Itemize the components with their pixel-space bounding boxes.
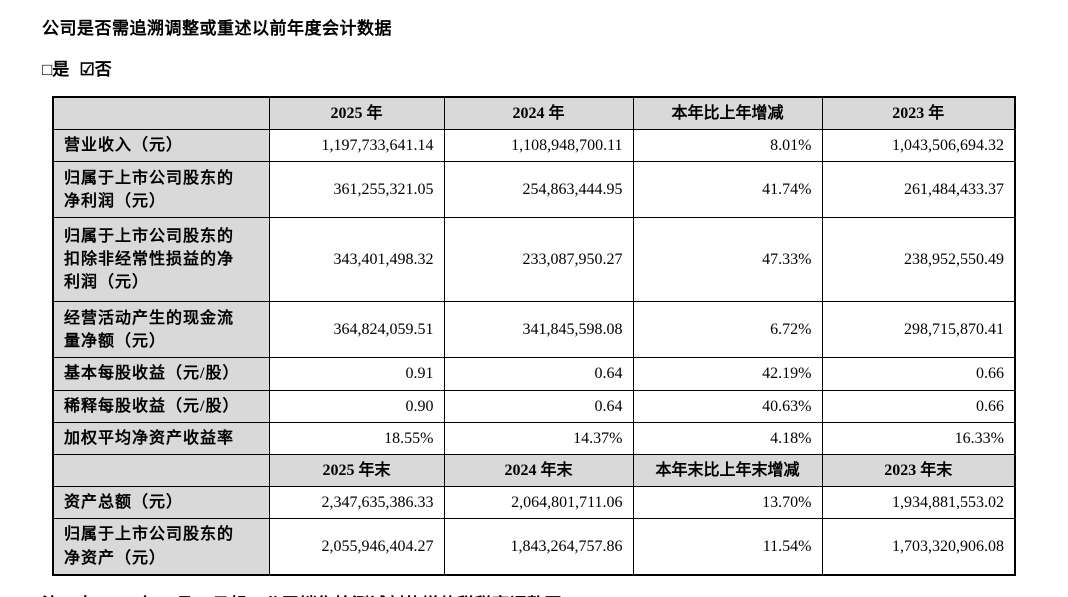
row-label: 营业收入（元） bbox=[52, 129, 270, 163]
checkbox-no-option: ☑否 bbox=[79, 60, 112, 79]
table-row-weighted-avg-roe: 加权平均净资产收益率 18.55% 14.37% 4.18% 16.33% bbox=[52, 421, 1016, 455]
cell-value: 1,108,948,700.11 bbox=[443, 129, 634, 163]
cell-value: 261,484,433.37 bbox=[821, 161, 1016, 219]
cell-value: 42.19% bbox=[632, 357, 823, 391]
header-2025-yearend: 2025 年末 bbox=[268, 453, 445, 488]
cell-value: 238,952,550.49 bbox=[821, 217, 1016, 303]
cell-value: 233,087,950.27 bbox=[443, 217, 634, 303]
cell-value: 0.64 bbox=[443, 389, 634, 423]
table-row-diluted-eps: 稀释每股收益（元/股） 0.90 0.64 40.63% 0.66 bbox=[52, 389, 1016, 423]
cell-value: 14.37% bbox=[443, 421, 634, 455]
cell-value: 13.70% bbox=[632, 486, 823, 520]
header-2024: 2024 年 bbox=[443, 96, 634, 131]
row-label: 稀释每股收益（元/股） bbox=[52, 389, 270, 423]
yearend-header-row: 2025 年末 2024 年末 本年末比上年末增减 2023 年末 bbox=[52, 453, 1016, 488]
cell-value: 254,863,444.95 bbox=[443, 161, 634, 219]
cell-value: 341,845,598.08 bbox=[443, 301, 634, 359]
header-yoy-change: 本年比上年增减 bbox=[632, 96, 823, 131]
cell-value: 343,401,498.32 bbox=[268, 217, 445, 303]
cell-value: 1,843,264,757.86 bbox=[443, 518, 634, 576]
cell-value: 298,715,870.41 bbox=[821, 301, 1016, 359]
checkbox-yes-option: □是 bbox=[42, 60, 70, 79]
table-row-net-profit-excl-nonrecurring: 归属于上市公司股东的 扣除非经常性损益的净 利润（元） 343,401,498.… bbox=[52, 217, 1016, 303]
vat-rate-note: 注：自 2025 年 1 月 1 日起，公司销售检测试剂的增值税税率调整至 13… bbox=[42, 590, 1068, 597]
cell-value: 1,197,733,641.14 bbox=[268, 129, 445, 163]
table-row-net-assets: 归属于上市公司股东的 净资产（元） 2,055,946,404.27 1,843… bbox=[52, 518, 1016, 576]
annual-header-row: 2025 年 2024 年 本年比上年增减 2023 年 bbox=[52, 96, 1016, 131]
row-label: 归属于上市公司股东的 净资产（元） bbox=[52, 518, 270, 576]
row-label: 经营活动产生的现金流 量净额（元） bbox=[52, 301, 270, 359]
cell-value: 8.01% bbox=[632, 129, 823, 163]
cell-value: 11.54% bbox=[632, 518, 823, 576]
cell-value: 1,934,881,553.02 bbox=[821, 486, 1016, 520]
cell-value: 2,055,946,404.27 bbox=[268, 518, 445, 576]
row-label: 资产总额（元） bbox=[52, 486, 270, 520]
cell-value: 0.66 bbox=[821, 357, 1016, 391]
row-label: 加权平均净资产收益率 bbox=[52, 421, 270, 455]
cell-value: 0.66 bbox=[821, 389, 1016, 423]
table-row-revenue: 营业收入（元） 1,197,733,641.14 1,108,948,700.1… bbox=[52, 129, 1016, 163]
cell-value: 1,043,506,694.32 bbox=[821, 129, 1016, 163]
header-2023-yearend: 2023 年末 bbox=[821, 453, 1016, 488]
row-label: 归属于上市公司股东的 净利润（元） bbox=[52, 161, 270, 219]
cell-value: 0.64 bbox=[443, 357, 634, 391]
cell-value: 364,824,059.51 bbox=[268, 301, 445, 359]
cell-value: 2,064,801,711.06 bbox=[443, 486, 634, 520]
table-row-total-assets: 资产总额（元） 2,347,635,386.33 2,064,801,711.0… bbox=[52, 486, 1016, 520]
cell-value: 16.33% bbox=[821, 421, 1016, 455]
header-2023: 2023 年 bbox=[821, 96, 1016, 131]
cell-value: 1,703,320,906.08 bbox=[821, 518, 1016, 576]
cell-value: 40.63% bbox=[632, 389, 823, 423]
header-2024-yearend: 2024 年末 bbox=[443, 453, 634, 488]
table-row-net-profit: 归属于上市公司股东的 净利润（元） 361,255,321.05 254,863… bbox=[52, 161, 1016, 219]
cell-value: 47.33% bbox=[632, 217, 823, 303]
table-row-operating-cash-flow: 经营活动产生的现金流 量净额（元） 364,824,059.51 341,845… bbox=[52, 301, 1016, 359]
header-empty-cell bbox=[52, 453, 270, 488]
header-empty-cell bbox=[52, 96, 270, 131]
row-label: 归属于上市公司股东的 扣除非经常性损益的净 利润（元） bbox=[52, 217, 270, 303]
cell-value: 361,255,321.05 bbox=[268, 161, 445, 219]
row-label: 基本每股收益（元/股） bbox=[52, 357, 270, 391]
table-row-basic-eps: 基本每股收益（元/股） 0.91 0.64 42.19% 0.66 bbox=[52, 357, 1016, 391]
header-yearend-change: 本年末比上年末增减 bbox=[632, 453, 823, 488]
key-financials-table: 2025 年 2024 年 本年比上年增减 2023 年 营业收入（元） 1,1… bbox=[52, 96, 1016, 576]
header-2025: 2025 年 bbox=[268, 96, 445, 131]
cell-value: 6.72% bbox=[632, 301, 823, 359]
cell-value: 41.74% bbox=[632, 161, 823, 219]
retrospective-adjustment-checkboxes: □是 ☑否 bbox=[42, 55, 1068, 80]
cell-value: 2,347,635,386.33 bbox=[268, 486, 445, 520]
cell-value: 4.18% bbox=[632, 421, 823, 455]
cell-value: 18.55% bbox=[268, 421, 445, 455]
cell-value: 0.91 bbox=[268, 357, 445, 391]
section-question: 公司是否需追溯调整或重述以前年度会计数据 bbox=[42, 19, 392, 38]
cell-value: 0.90 bbox=[268, 389, 445, 423]
